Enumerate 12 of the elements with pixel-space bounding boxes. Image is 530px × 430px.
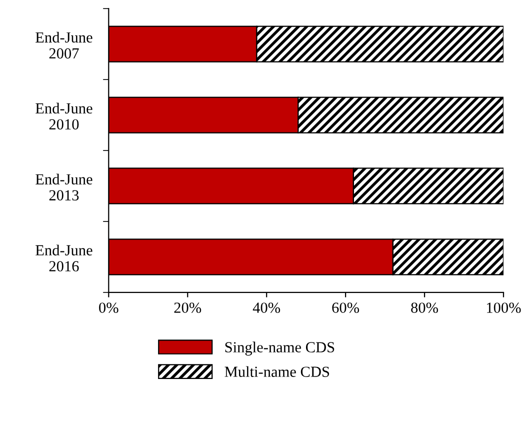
y-tick-label: End-June 2016 — [36, 244, 92, 272]
x-tick-label: 20% — [174, 302, 202, 313]
x-tick-label: 60% — [332, 302, 360, 313]
x-tick-label: 40% — [252, 302, 280, 313]
y-tick-label: End-June 2010 — [36, 102, 92, 130]
legend-label: Multi-name CDS — [224, 366, 330, 377]
x-tick-label: 0% — [99, 302, 118, 313]
y-tick-label: End-June 2013 — [36, 174, 92, 200]
y-tick-label: End-June 2007 — [36, 32, 92, 59]
x-tick-label: 80% — [411, 302, 438, 313]
x-tick-label: 100% — [487, 302, 521, 313]
legend-label: Single-name CDS — [225, 342, 334, 356]
